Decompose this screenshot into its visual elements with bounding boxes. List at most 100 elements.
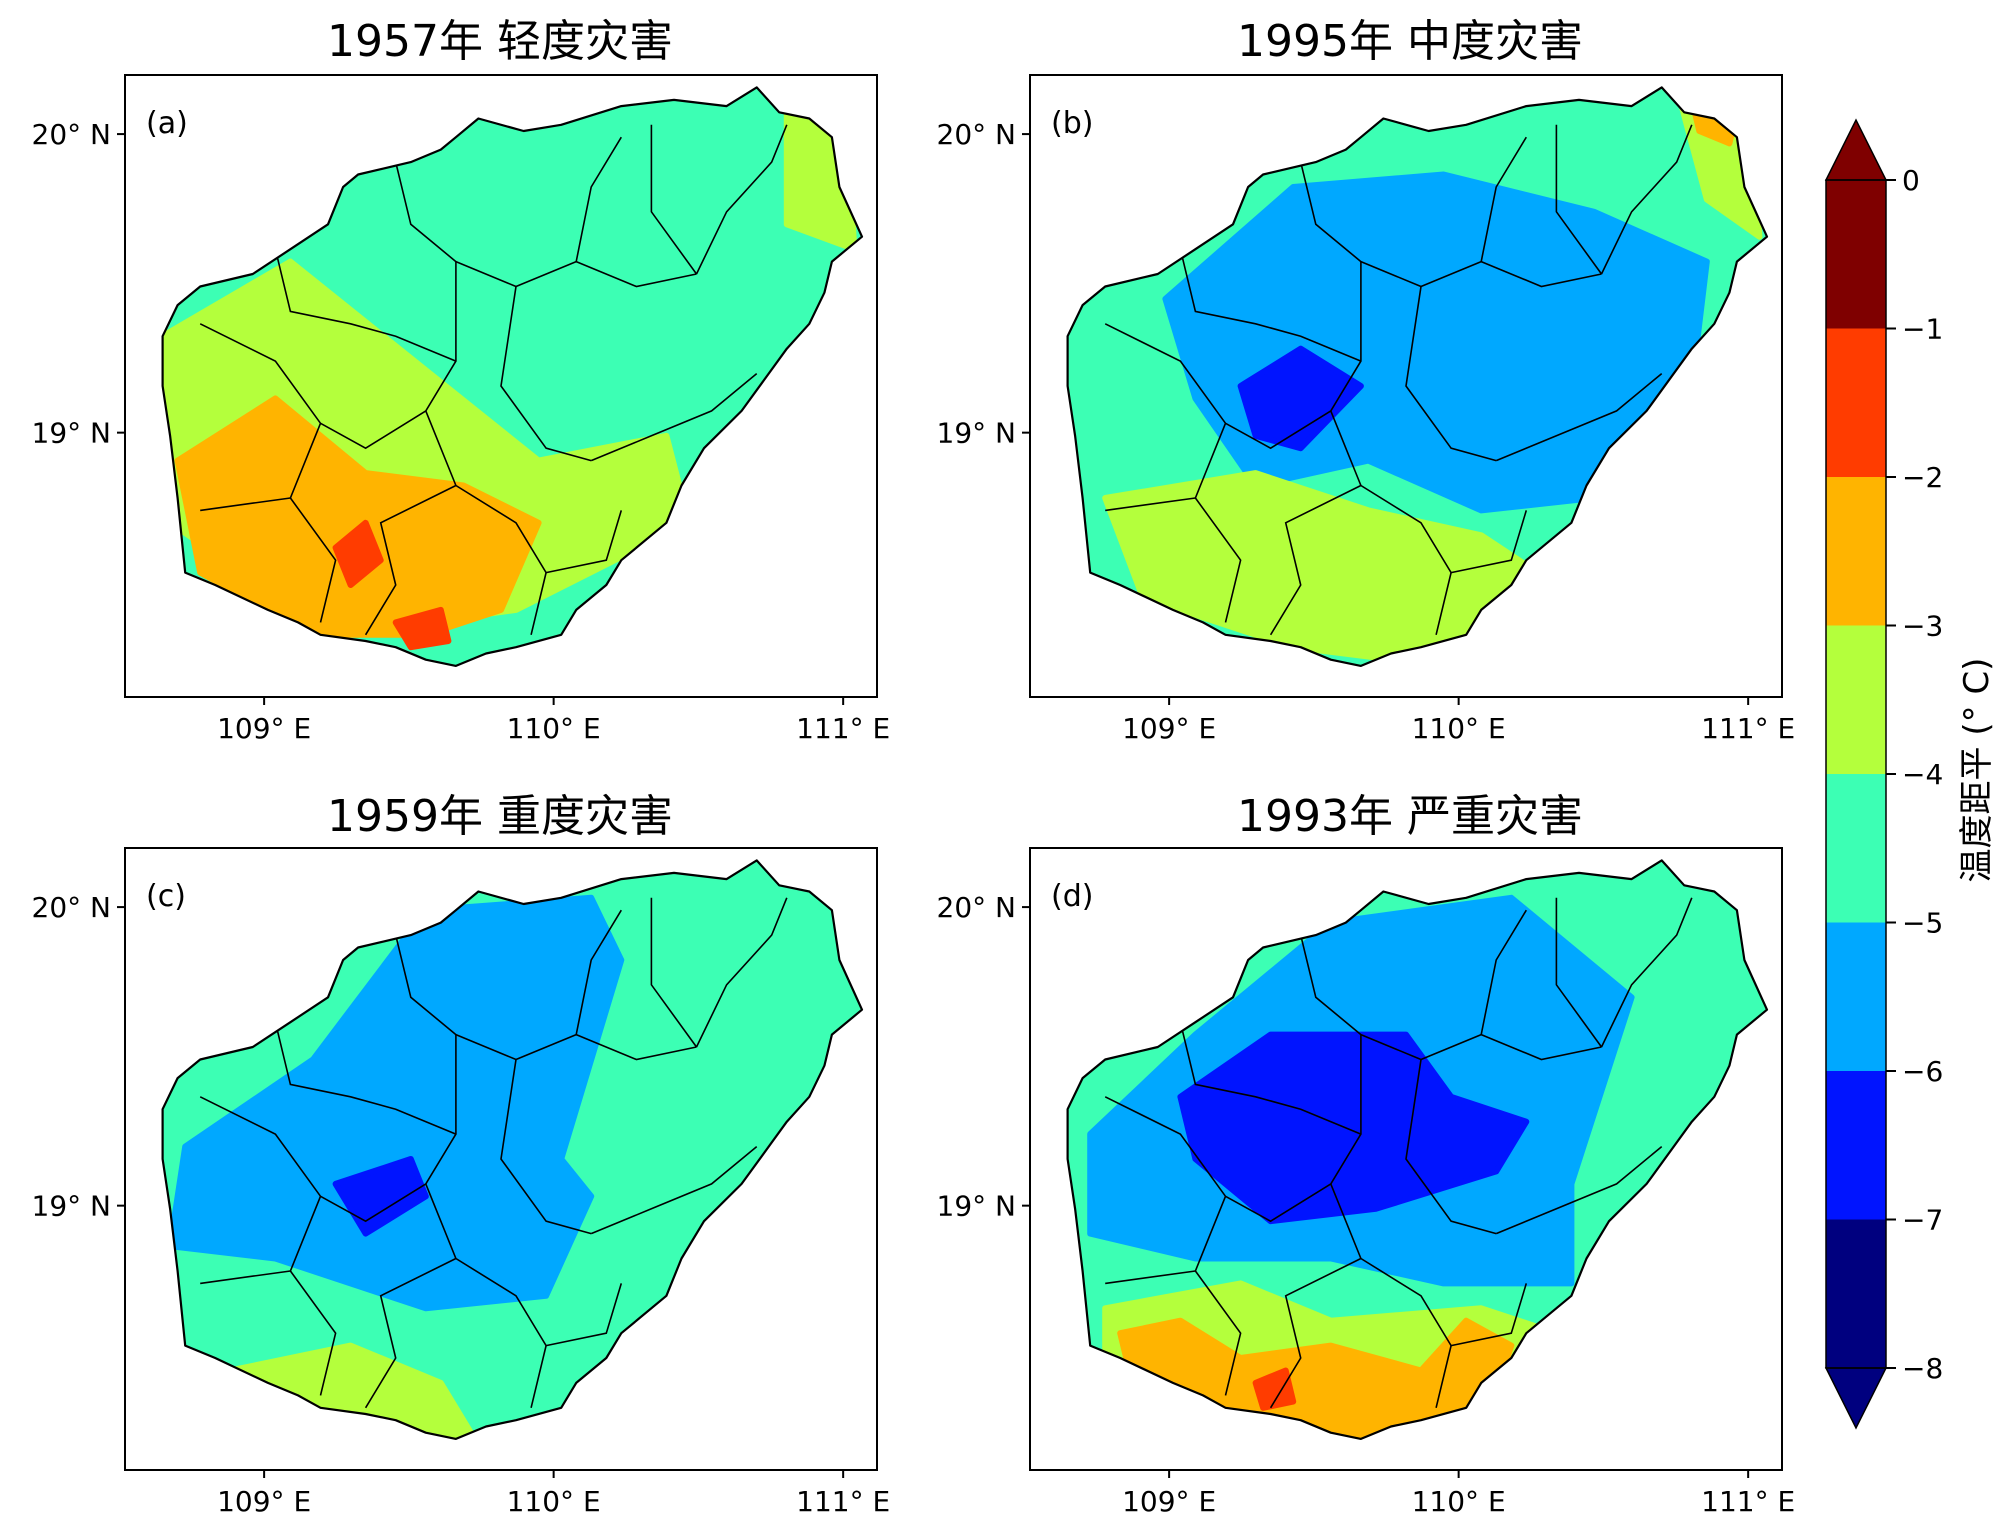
county-boundary xyxy=(1330,410,1452,635)
county-boundary xyxy=(200,497,291,512)
county-boundary xyxy=(1555,124,1603,275)
panel-d-label: (d) xyxy=(1051,879,1093,914)
coastline xyxy=(161,859,864,1441)
colorbar-tick-label: −8 xyxy=(1902,1352,1943,1385)
x-tick-label: 109° E xyxy=(217,712,311,745)
x-tick-label: 111° E xyxy=(796,712,890,745)
coastline xyxy=(1066,859,1769,1441)
county-boundary xyxy=(575,136,622,262)
county-boundary xyxy=(289,423,337,623)
county-boundary xyxy=(1495,372,1663,462)
x-tick-label: 110° E xyxy=(1412,712,1506,745)
colorbar-tick-label: −5 xyxy=(1902,907,1943,940)
county-boundary xyxy=(1600,124,1693,275)
county-boundary xyxy=(1495,1145,1663,1235)
y-tick-label: 19° N xyxy=(937,1190,1016,1223)
panel-b: 1995年 中度灾害 (b) 109° E 110° E 111° E 20° N 19… xyxy=(937,16,1796,745)
county-boundary xyxy=(500,286,592,462)
contour-zone-c1_2 xyxy=(332,519,384,588)
county-boundary xyxy=(1194,1196,1242,1396)
county-boundary xyxy=(274,249,457,362)
y-tick-label: 19° N xyxy=(32,417,111,450)
panel-b-map xyxy=(1066,86,1769,668)
county-boundary xyxy=(1450,510,1528,574)
contour-zone-c6_7 xyxy=(1177,1031,1530,1225)
county-boundary xyxy=(650,897,698,1048)
colorbar-band-c3_4 xyxy=(1826,625,1886,775)
county-boundary xyxy=(364,484,457,636)
contour-zone-c1_2 xyxy=(1252,1367,1297,1411)
panel-a-title: 1957年 轻度灾害 xyxy=(327,16,673,67)
county-boundary xyxy=(1194,423,1242,623)
colorbar-ticks: 0 −1 −2 −3 −4 −5 −6 −7 −8 xyxy=(1886,164,1943,1385)
x-tick-label: 111° E xyxy=(796,1485,890,1518)
y-tick-label: 20° N xyxy=(32,118,111,151)
colorbar-band-c5_6 xyxy=(1826,922,1886,1072)
x-tick-label: 109° E xyxy=(1122,1485,1216,1518)
x-tick-label: 110° E xyxy=(507,712,601,745)
colorbar-band-c1_2 xyxy=(1826,328,1886,478)
colorbar: 0 −1 −2 −3 −4 −5 −6 −7 −8 温度距平 (° C) xyxy=(1824,118,1997,1430)
contour-zone-c6_7 xyxy=(332,1156,429,1237)
panel-c-ticks: 109° E 110° E 111° E 20° N 19° N xyxy=(32,891,891,1518)
colorbar-tick-label: 0 xyxy=(1902,164,1920,197)
colorbar-band-c6_7 xyxy=(1826,1071,1886,1220)
x-tick-label: 109° E xyxy=(217,1485,311,1518)
contour-zone-c6_7 xyxy=(1237,345,1364,452)
x-tick-label: 109° E xyxy=(1122,712,1216,745)
panel-b-label: (b) xyxy=(1051,106,1093,141)
county-boundary xyxy=(1480,136,1527,262)
x-tick-label: 110° E xyxy=(507,1485,601,1518)
panel-c-label: (c) xyxy=(146,879,186,914)
panel-b-title: 1995年 中度灾害 xyxy=(1237,16,1583,67)
y-tick-label: 20° N xyxy=(937,118,1016,151)
county-boundary xyxy=(200,1270,291,1285)
panel-a-map xyxy=(161,86,864,668)
colorbar-tick-label: −2 xyxy=(1902,461,1943,494)
county-boundary xyxy=(650,124,698,275)
county-boundary xyxy=(575,909,622,1035)
county-boundary xyxy=(1405,286,1497,462)
colorbar-tick-label: −3 xyxy=(1902,610,1943,643)
panel-d: 1993年 严重灾害 (d) 109° E 110° E 111° E 20° N 19… xyxy=(937,791,1796,1518)
county-boundary xyxy=(1555,897,1603,1048)
county-boundary xyxy=(500,1059,592,1235)
panel-a-label: (a) xyxy=(146,106,188,141)
coastline xyxy=(1066,86,1769,668)
colorbar-band-c7_8 xyxy=(1826,1219,1886,1369)
x-tick-label: 111° E xyxy=(1701,1485,1795,1518)
county-boundary xyxy=(1269,1257,1362,1409)
panel-b-contours xyxy=(1067,87,1767,666)
y-tick-label: 19° N xyxy=(32,1190,111,1223)
panel-a-contours xyxy=(162,87,863,666)
county-boundary xyxy=(545,510,623,574)
colorbar-tick-label: −4 xyxy=(1902,758,1943,791)
colorbar-title: 温度距平 (° C) xyxy=(1957,658,1997,883)
colorbar-tick-label: −6 xyxy=(1902,1055,1943,1088)
county-boundary xyxy=(1105,1270,1196,1285)
x-tick-label: 110° E xyxy=(1412,1485,1506,1518)
county-boundary xyxy=(1105,497,1196,512)
panel-a-ticks: 109° E 110° E 111° E 20° N 19° N xyxy=(32,118,891,745)
county-boundary xyxy=(1269,484,1362,636)
coastline xyxy=(161,86,864,668)
y-tick-label: 20° N xyxy=(32,891,111,924)
county-boundary xyxy=(1600,897,1693,1048)
county-boundary xyxy=(695,124,788,275)
colorbar-extend-top xyxy=(1824,118,1888,181)
panel-b-ticks: 109° E 110° E 111° E 20° N 19° N xyxy=(937,118,1796,745)
y-tick-label: 20° N xyxy=(937,891,1016,924)
panel-a: 1957年 轻度灾害 (a) 109° E 110° E 111° E 20° N 19… xyxy=(32,16,891,745)
colorbar-tick-label: −1 xyxy=(1902,313,1943,346)
county-boundary xyxy=(364,1257,457,1409)
county-boundary xyxy=(274,1022,457,1135)
county-boundary xyxy=(1179,249,1362,362)
x-tick-label: 111° E xyxy=(1701,712,1795,745)
county-boundary xyxy=(1450,1283,1528,1347)
county-boundary xyxy=(1179,1022,1362,1135)
colorbar-tick-label: −7 xyxy=(1902,1204,1943,1237)
county-boundary xyxy=(1480,909,1527,1035)
panel-c-title: 1959年 重度灾害 xyxy=(327,791,673,842)
